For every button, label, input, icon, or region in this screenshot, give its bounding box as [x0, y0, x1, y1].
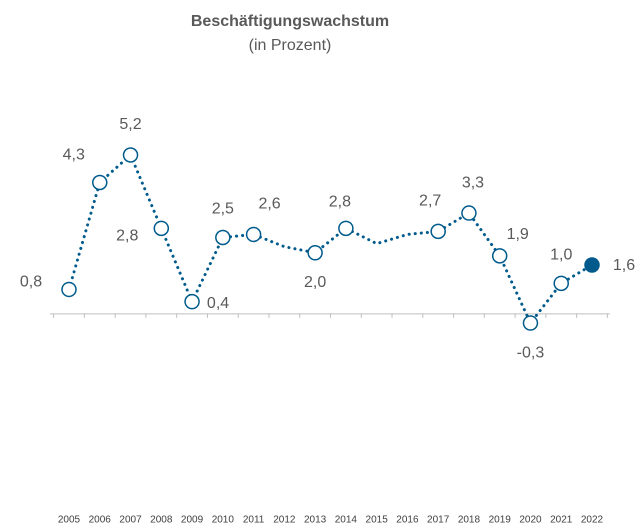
data-label: 4,3	[63, 147, 85, 164]
line	[67, 152, 594, 326]
marker	[338, 220, 354, 237]
marker	[153, 220, 170, 237]
data-label: 5,2	[119, 116, 141, 133]
marker	[430, 223, 446, 240]
data-label: 1,9	[507, 226, 529, 243]
x-tick-label: 2007	[119, 515, 142, 526]
marker	[522, 315, 539, 331]
data-label: -0,3	[517, 344, 545, 361]
data-label: 3,3	[462, 174, 484, 191]
marker	[215, 229, 231, 246]
x-tick-label: 2018	[458, 515, 481, 526]
marker	[92, 174, 108, 191]
data-label: 2,5	[212, 201, 234, 218]
marker	[461, 205, 477, 221]
x-tick-label: 2008	[150, 515, 173, 526]
data-label: 2,6	[258, 196, 280, 213]
data-label: 0,8	[20, 274, 42, 291]
data-label: 0,4	[207, 295, 229, 312]
data-label: 2,0	[304, 274, 326, 291]
x-tick-label: 2015	[366, 515, 389, 526]
marker	[184, 293, 200, 310]
x-tick-label: 2020	[519, 515, 542, 526]
data-label: 2,7	[419, 193, 441, 210]
marker	[307, 245, 323, 261]
x-tick-label: 2022	[581, 515, 604, 526]
data-label: 2,8	[329, 194, 351, 211]
x-tick-label: 2011	[243, 515, 265, 526]
x-tick-label: 2014	[335, 515, 358, 526]
x-tick-label: 2009	[181, 515, 204, 526]
data-label: 1,0	[550, 247, 572, 264]
data-label: 1,6	[613, 257, 635, 274]
x-tick-label: 2021	[550, 515, 573, 526]
chart-title: Beschäftigungswachstum	[191, 13, 389, 30]
x-tick-label: 2016	[396, 515, 419, 526]
marker	[553, 275, 569, 292]
x-tick-label: 2010	[212, 515, 235, 526]
marker	[491, 248, 508, 264]
marker	[61, 281, 77, 298]
x-tick-label: 2005	[58, 515, 81, 526]
data-label: 2,8	[116, 228, 138, 245]
x-tick-label: 2019	[489, 515, 512, 526]
marker	[245, 226, 262, 243]
x-tick-label: 2017	[427, 515, 450, 526]
x-tick-label: 2013	[304, 515, 327, 526]
chart-subtitle: (in Prozent)	[249, 37, 332, 54]
marker	[122, 147, 139, 163]
x-tick-label: 2012	[273, 515, 296, 526]
marker	[584, 257, 600, 273]
x-tick-label: 2006	[89, 515, 112, 526]
